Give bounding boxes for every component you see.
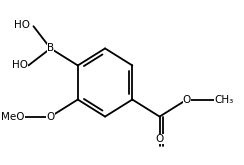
Text: HO: HO — [11, 60, 28, 70]
Text: O: O — [155, 134, 164, 144]
Text: O: O — [46, 112, 55, 122]
Text: O: O — [183, 95, 191, 105]
Text: MeO: MeO — [1, 112, 25, 122]
Text: B: B — [47, 43, 54, 53]
Text: HO: HO — [14, 20, 30, 30]
Text: CH₃: CH₃ — [214, 95, 234, 105]
